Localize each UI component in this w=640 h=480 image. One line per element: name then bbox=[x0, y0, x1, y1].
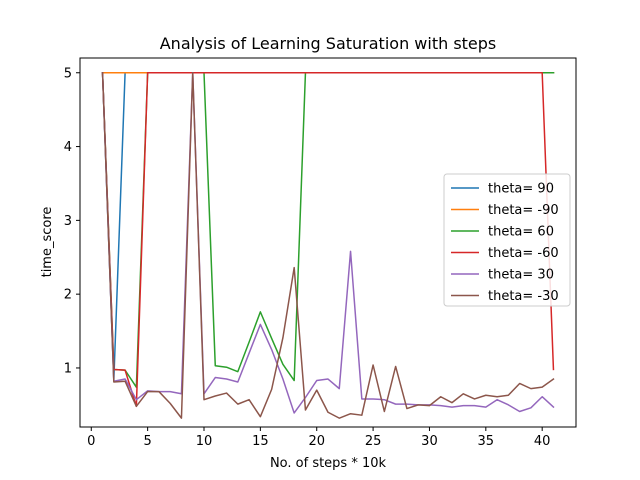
y-tick-label: 3 bbox=[64, 214, 72, 229]
series-line-4 bbox=[101, 71, 555, 414]
legend-label-3: theta= -60 bbox=[488, 246, 559, 261]
x-tick-label: 20 bbox=[308, 434, 325, 449]
legend-label-4: theta= 30 bbox=[488, 268, 554, 283]
y-tick-label: 2 bbox=[64, 288, 72, 303]
x-tick-label: 5 bbox=[143, 434, 151, 449]
series-line-3 bbox=[101, 71, 555, 408]
legend-label-5: theta= -30 bbox=[488, 289, 559, 304]
y-axis: 1 2 3 4 5 bbox=[64, 66, 80, 376]
legend-label-0: theta= 90 bbox=[488, 182, 554, 197]
chart-title: Analysis of Learning Saturation with ste… bbox=[160, 34, 497, 53]
series-lines bbox=[101, 71, 555, 419]
legend-box bbox=[443, 173, 571, 307]
x-tick-label: 25 bbox=[365, 434, 382, 449]
x-tick-label: 0 bbox=[87, 434, 95, 449]
legend-label-1: theta= -90 bbox=[488, 203, 559, 218]
y-tick-label: 4 bbox=[64, 140, 72, 155]
y-tick-label: 1 bbox=[64, 361, 72, 376]
x-tick-label: 15 bbox=[252, 434, 269, 449]
x-tick-label: 30 bbox=[421, 434, 438, 449]
plot-frame bbox=[79, 57, 577, 428]
x-tick-label: 40 bbox=[534, 434, 551, 449]
series-line-5 bbox=[101, 71, 555, 419]
x-tick-label: 10 bbox=[196, 434, 213, 449]
x-tick-label: 35 bbox=[478, 434, 495, 449]
legend: theta= 90 theta= -90 theta= 60 theta= -60 th… bbox=[443, 173, 571, 307]
x-axis: 0 5 10 15 20 25 30 35 40 bbox=[87, 427, 550, 449]
y-tick-label: 5 bbox=[64, 66, 72, 81]
y-axis-label: time_score bbox=[40, 207, 55, 278]
legend-label-2: theta= 60 bbox=[488, 225, 554, 240]
x-axis-label: No. of steps * 10k bbox=[270, 456, 387, 471]
